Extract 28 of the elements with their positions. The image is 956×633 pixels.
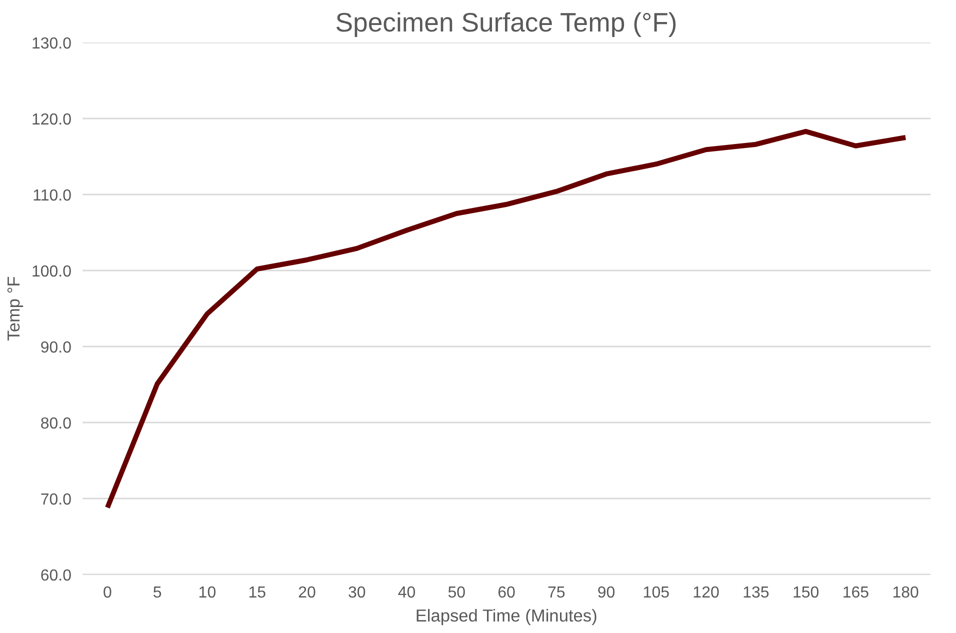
y-tick-label: 100.0 — [31, 264, 72, 280]
y-tick-label: 90.0 — [40, 340, 72, 356]
y-axis-title: Temp °F — [3, 276, 24, 341]
x-tick-label: 15 — [248, 584, 266, 602]
x-tick-label: 90 — [597, 584, 616, 602]
x-axis-title: Elapsed Time (Minutes) — [415, 606, 598, 626]
x-tick-label: 180 — [892, 584, 920, 602]
y-tick-label: 80.0 — [40, 416, 72, 432]
chart-title: Specimen Surface Temp (°F) — [335, 8, 678, 38]
x-tick-label: 105 — [642, 584, 670, 602]
x-tick-label: 135 — [742, 584, 770, 602]
x-tick-label: 120 — [692, 584, 720, 602]
y-tick-label: 120.0 — [31, 112, 72, 128]
y-tick-label: 130.0 — [31, 36, 72, 52]
x-tick-label: 5 — [152, 584, 162, 602]
x-tick-label: 40 — [398, 584, 416, 602]
x-tick-label: 75 — [547, 584, 566, 602]
y-tick-label: 70.0 — [40, 492, 72, 508]
x-tick-label: 60 — [498, 584, 516, 602]
x-tick-label: 50 — [448, 584, 466, 602]
x-tick-label: 150 — [792, 584, 820, 602]
x-tick-label: 30 — [348, 584, 366, 602]
x-tick-label: 165 — [842, 584, 870, 602]
x-tick-label: 0 — [102, 584, 112, 602]
y-tick-label: 60.0 — [40, 568, 72, 584]
x-tick-label: 10 — [198, 584, 216, 602]
x-tick-label: 20 — [298, 584, 316, 602]
y-tick-label: 110.0 — [32, 188, 72, 204]
